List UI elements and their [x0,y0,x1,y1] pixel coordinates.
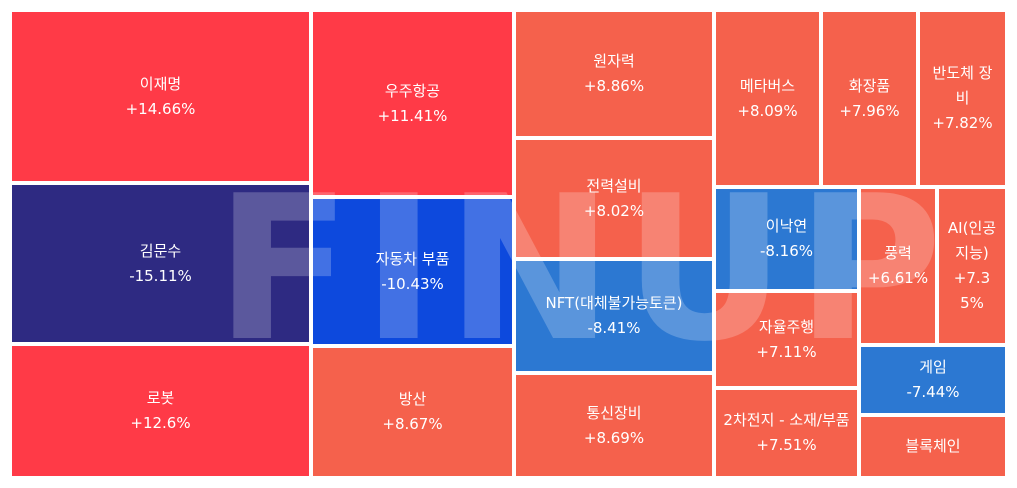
tile-change-value: +14.66% [125,99,196,118]
treemap-tile[interactable]: AI(인공지능) +7.35% [937,187,1007,345]
tile-change-value: +7.11% [756,342,817,361]
tile-label: 우주항공 [384,81,441,100]
tile-label: 전력설비 [586,176,642,195]
tile-change-value: +7.82% [932,114,993,132]
treemap-tile[interactable]: 풍력 +6.61% [859,187,937,345]
tile-label: 메타버스 [739,76,796,95]
tile-change-value: -8.41% [587,319,641,337]
tile-change-value: -15.11% [129,266,192,285]
tile-label: 김문수 [139,241,182,260]
treemap-tile[interactable]: 자동차 부품 -10.43% [311,197,514,346]
tile-label: 화장품 [848,76,891,95]
treemap-tile[interactable]: 이재명 +14.66% [10,10,311,183]
tile-change-value: -10.43% [381,274,444,293]
treemap-tile[interactable]: 통신장비 +8.69% [514,373,714,478]
tile-label: 게임 [919,358,947,376]
tile-label: 자동차 부품 [375,249,450,268]
tile-change-value: +8.67% [382,415,443,433]
tile-change-value: +7.96% [839,101,900,120]
tile-label: 이낙연 [765,217,808,235]
treemap-tile[interactable]: 메타버스 +8.09% [714,10,821,187]
tile-change-value: +11.41% [377,106,448,125]
treemap-tile[interactable]: 반도체 장비 +7.82% [918,10,1007,187]
treemap-tile[interactable]: 로봇 +12.6% [10,344,311,478]
tile-label: 풍력 [884,244,912,262]
tile-change-value: +8.09% [737,101,798,120]
tile-label: 2차전지 - 소재/부품 [723,411,850,429]
tile-label: 로봇 [146,389,175,407]
tile-label: 자율주행 [758,317,815,336]
tile-change-value: +6.61% [867,269,929,287]
treemap-tile[interactable]: 김문수 -15.11% [10,183,311,344]
treemap-tile[interactable]: 화장품 +7.96% [821,10,918,187]
tile-change-value: +8.86% [583,77,645,95]
treemap-tile[interactable]: 원자력 +8.86% [514,10,714,138]
tile-label: 통신장비 [586,403,642,422]
treemap-tile[interactable]: 우주항공 +11.41% [311,10,514,197]
treemap-tile[interactable]: 블록체인 [859,415,1007,478]
treemap-tile[interactable]: 이낙연 -8.16% [714,187,859,291]
tile-change-value: +12.6% [130,414,191,432]
tile-change-value: -7.44% [906,383,960,401]
tile-change-value: -8.16% [759,242,814,260]
treemap-tile[interactable]: 2차전지 - 소재/부품 +7.51% [714,388,859,478]
tile-change-value: +8.02% [583,201,645,220]
tile-label: 블록체인 [905,437,961,455]
treemap-tile[interactable]: 방산 +8.67% [311,346,514,478]
tile-label: NFT(대체불가능토큰) [545,294,683,312]
tile-label: 이재명 [139,74,182,93]
tile-change-value: +7.51% [756,436,817,454]
tile-label: 방산 [398,390,427,408]
treemap-tile[interactable]: 게임 -7.44% [859,345,1007,415]
tile-label: 원자력 [593,52,635,70]
treemap-tile[interactable]: 자율주행 +7.11% [714,291,859,388]
tile-label: AI(인공지능) [947,219,997,262]
tile-change-value: +7.35% [953,269,991,312]
treemap-tile[interactable]: 전력설비 +8.02% [514,138,714,259]
tile-change-value: +8.69% [583,428,645,447]
treemap-tile[interactable]: NFT(대체불가능토큰) -8.41% [514,259,714,373]
tile-label: 반도체 장비 [932,64,993,107]
